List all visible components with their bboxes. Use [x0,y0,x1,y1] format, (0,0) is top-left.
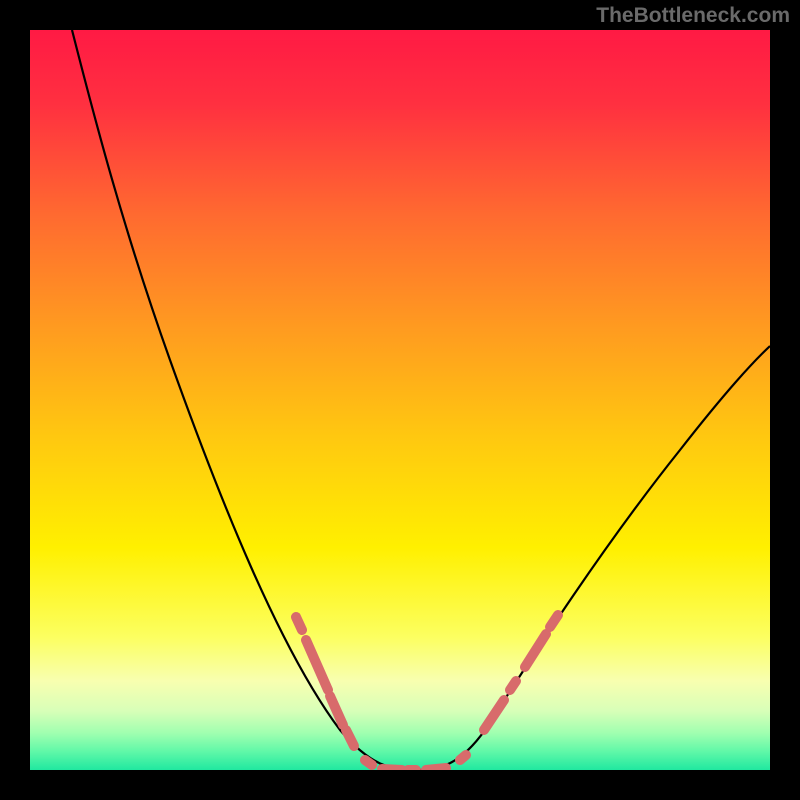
outer-frame: TheBottleneck.com [0,0,800,800]
chart-svg [30,30,770,770]
marker-segment [382,769,402,770]
marker-segment [460,755,466,760]
marker-segment [426,768,446,770]
watermark-text: TheBottleneck.com [596,4,790,28]
marker-segment [365,760,372,765]
plot-area [30,30,770,770]
marker-segment [550,615,558,627]
marker-segment [510,681,516,690]
gradient-background [30,30,770,770]
marker-segment [296,617,302,630]
